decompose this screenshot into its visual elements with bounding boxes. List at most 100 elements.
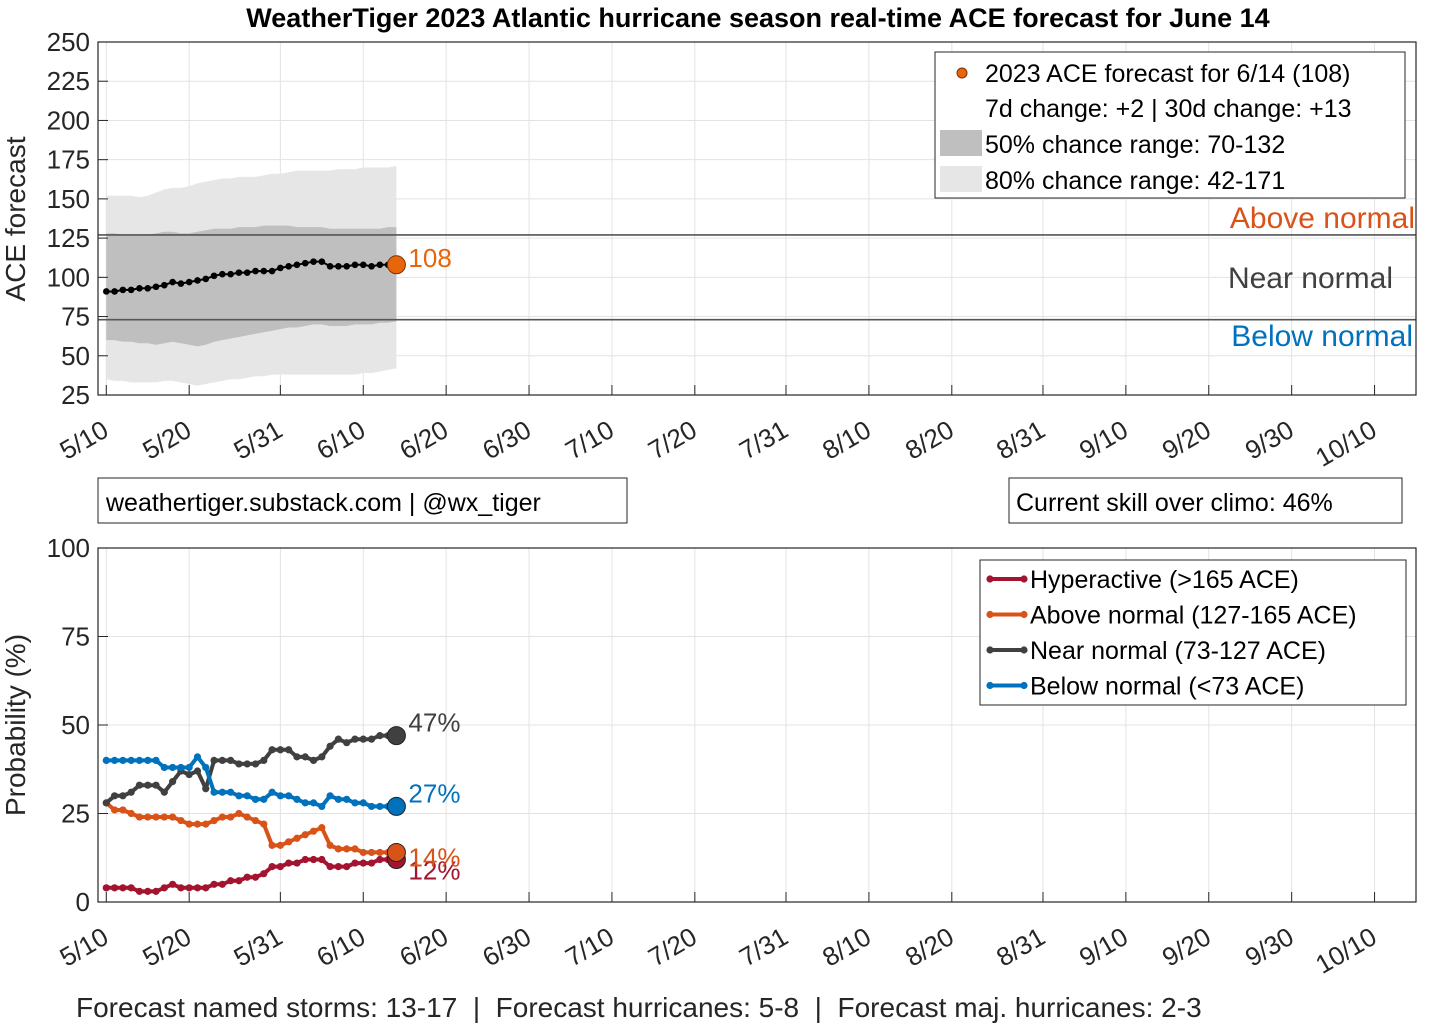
- ace-ytick-label: 75: [61, 302, 90, 332]
- prob-point: [376, 802, 384, 811]
- ace-forecast-point: [185, 278, 193, 286]
- site-credit-text: weathertiger.substack.com | @wx_tiger: [105, 489, 541, 517]
- prob-legend-swatch-dot: [986, 646, 994, 654]
- ace-ytick-label: 125: [47, 223, 90, 253]
- prob-ytick-label: 50: [61, 710, 90, 740]
- prob-point: [193, 884, 202, 892]
- prob-xtick-label: 7/31: [734, 921, 793, 972]
- ace-xtick-label: 5/31: [229, 414, 288, 465]
- ace-xtick-label: 10/10: [1310, 414, 1381, 473]
- ace-y-axis-label: ACE forecast: [0, 136, 31, 301]
- prob-point: [218, 880, 226, 888]
- prob-point: [160, 813, 168, 821]
- prob-point: [119, 792, 127, 800]
- prob-end-label: 47%: [408, 708, 460, 738]
- ace-forecast-point: [136, 285, 143, 292]
- ace-xtick-label: 6/30: [477, 414, 536, 465]
- ace-forecast-point: [335, 263, 342, 270]
- prob-point: [227, 877, 235, 885]
- ace-xtick-label: 8/20: [900, 414, 959, 465]
- ace-series: 108: [102, 243, 452, 295]
- prob-point: [301, 753, 309, 761]
- ace-xtick-label: 7/31: [734, 414, 793, 465]
- prob-point: [152, 781, 160, 789]
- prob-point: [359, 799, 367, 807]
- prob-point: [268, 746, 276, 754]
- prob-point: [235, 877, 243, 885]
- ace-xtick-label: 8/10: [817, 414, 876, 465]
- ace-forecast-point: [359, 261, 367, 269]
- prob-point: [318, 753, 326, 761]
- prob-point: [293, 795, 301, 803]
- normal-threshold-lines: [98, 234, 1416, 321]
- legend-range80-label: 80% chance range: 42-171: [985, 167, 1285, 195]
- prob-point: [285, 838, 293, 846]
- ace-forecast-point: [152, 283, 160, 291]
- ace-xtick-label: 8/31: [991, 414, 1050, 465]
- prob-point: [260, 756, 268, 765]
- prob-point: [351, 859, 359, 867]
- prob-point: [343, 795, 351, 803]
- prob-point: [243, 813, 251, 821]
- prob-point: [326, 863, 334, 871]
- prob-point: [309, 827, 318, 835]
- ace-50pct-band: [106, 225, 397, 347]
- prob-point: [285, 746, 293, 754]
- ace-x-ticks: 5/10 5/20 5/31 6/10 6/20 6/30 7/10 7/20 7/31 8/10…: [54, 385, 1382, 473]
- ace-forecast-point: [161, 281, 168, 289]
- ace-xtick-label: 7/20: [643, 414, 702, 465]
- ace-current-marker: [386, 255, 406, 275]
- prob-xtick-label: 5/20: [137, 921, 196, 972]
- prob-point: [218, 756, 226, 765]
- probability-x-ticks: 5/10 5/20 5/31 6/10 6/20 6/30 7/10 7/20 7/31 8/10…: [54, 892, 1382, 980]
- prob-point: [218, 813, 226, 821]
- ace-ytick-label: 25: [61, 380, 90, 410]
- ace-forecast-point: [268, 267, 276, 275]
- prob-xtick-label: 6/30: [477, 921, 536, 972]
- site-credit: weathertiger.substack.com | @wx_tiger: [97, 477, 628, 524]
- prob-point: [177, 763, 185, 772]
- prob-point: [110, 806, 119, 814]
- prob-point: [351, 799, 359, 807]
- prob-point: [210, 880, 218, 888]
- prob-end-label: 27%: [408, 778, 460, 808]
- prob-point: [285, 859, 293, 867]
- prob-point: [177, 884, 185, 892]
- prob-point: [193, 820, 202, 828]
- prob-point: [301, 855, 309, 864]
- ace-axes-box: [97, 41, 1417, 396]
- prob-point: [110, 792, 119, 800]
- prob-point: [293, 834, 301, 842]
- region-label-below: Below normal: [1231, 320, 1413, 353]
- prob-point: [276, 792, 284, 800]
- ace-forecast-point: [285, 263, 292, 270]
- prob-xtick-label: 8/20: [900, 921, 959, 972]
- prob-point: [227, 813, 235, 821]
- prob-point: [260, 795, 268, 803]
- prob-point: [193, 753, 202, 761]
- prob-point: [343, 845, 351, 853]
- prob-xtick-label: 10/10: [1310, 921, 1381, 980]
- prob-point: [359, 848, 367, 857]
- prob-point: [144, 887, 152, 895]
- prob-point: [367, 735, 376, 743]
- prob-line: [104, 801, 397, 855]
- prob-point: [169, 778, 177, 786]
- legend-range50-label: 50% chance range: 70-132: [985, 131, 1285, 159]
- prob-point: [185, 763, 193, 772]
- prob-point: [144, 781, 152, 789]
- probability-legend-box: [979, 559, 1407, 706]
- prob-point: [251, 873, 260, 881]
- prob-point: [359, 735, 367, 743]
- prob-xtick-label: 9/20: [1157, 921, 1216, 972]
- ace-panel: 108 25 50 75 100 125 150 175 200 225 250 5/10 5/20…: [0, 27, 1417, 473]
- prob-point: [218, 788, 226, 796]
- prob-point: [334, 795, 342, 803]
- prob-point: [326, 792, 334, 800]
- ace-forecast-point: [194, 277, 201, 284]
- prob-point: [102, 756, 110, 765]
- storm-count-forecast: Forecast named storms: 13-17 | Forecast …: [76, 992, 1202, 1023]
- prob-ytick-label: 100: [47, 533, 90, 563]
- prob-point: [127, 884, 135, 892]
